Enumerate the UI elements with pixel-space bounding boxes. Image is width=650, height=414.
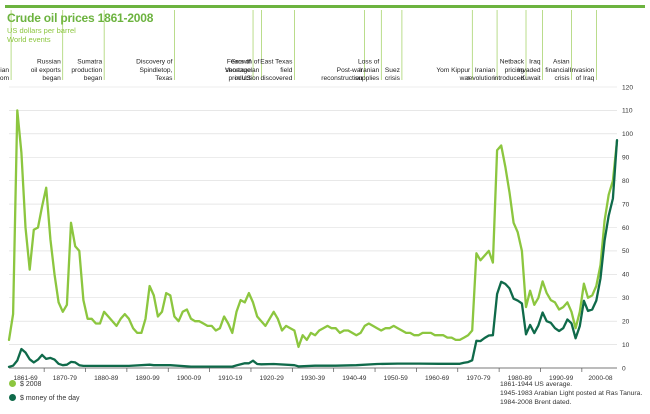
chart-subtitle: US dollars per barrel — [7, 26, 76, 35]
event-label: Loss of — [358, 59, 379, 66]
title-rule — [5, 5, 645, 8]
series-line-2008-dollars — [7, 109, 619, 349]
chart-title: Crude oil prices 1861-2008 — [7, 11, 154, 25]
event-label: supplies — [355, 75, 380, 82]
y-tick-label: 50 — [622, 248, 630, 255]
event-label: Pennsylvanian — [0, 67, 9, 74]
legend-marker-2008 — [9, 380, 16, 387]
x-tick-label: 1960-69 — [425, 375, 450, 382]
x-tick-label: 1890-99 — [135, 375, 160, 382]
y-tick-label: 10 — [622, 342, 630, 349]
y-tick-label: 60 — [622, 225, 630, 232]
source-note-2: 1945-1983 Arabian Light posted at Ras Ta… — [500, 390, 643, 397]
event-label: Iranian — [359, 67, 379, 74]
events-subtitle: World events — [7, 35, 51, 44]
event-label: of Iraq — [576, 75, 595, 82]
event-label: Discovery of — [136, 59, 172, 66]
x-tick-label: 1930-39 — [301, 375, 326, 382]
event-label: Russian — [37, 59, 61, 66]
event-label: oil exports — [31, 67, 62, 74]
event-label: production — [71, 67, 102, 74]
legend-item-nominal: $ money of the day — [9, 394, 80, 402]
event-label: crisis — [554, 75, 570, 82]
event-label: Texas — [155, 75, 173, 82]
event-label: war — [459, 75, 471, 82]
event-label: reconstruction — [321, 75, 363, 82]
event-label: introduced — [493, 75, 524, 82]
y-tick-label: 0 — [622, 365, 626, 372]
y-tick-label: 100 — [622, 131, 633, 138]
x-tick-label: 1861-69 — [13, 375, 38, 382]
event-label: Iraq — [529, 59, 541, 66]
series-line-money-of-the-day — [7, 139, 619, 368]
world-events: Pennsylvanianoil boomRussianoil exportsb… — [0, 10, 597, 82]
y-tick-label: 80 — [622, 178, 630, 185]
event-label: Suez — [385, 67, 400, 74]
event-label: financial — [545, 67, 570, 74]
event-label: Yom Kippur — [436, 67, 471, 74]
event-label: Post-war — [337, 67, 364, 74]
x-tick-label: 1980-89 — [508, 375, 533, 382]
y-tick-label: 110 — [622, 108, 633, 115]
x-tick-label: 2000-08 — [588, 375, 613, 382]
x-tick-label: 1880-89 — [94, 375, 119, 382]
y-tick-label: 90 — [622, 155, 630, 162]
x-tick-label: 1990-99 — [549, 375, 574, 382]
axes: 0 10 20 30 40 50 60 70 80 90 100 110 120 1861-69 1870-… — [9, 84, 633, 382]
legend-marker-nominal — [9, 394, 16, 401]
legend-label-2008: $ 2008 — [20, 381, 42, 388]
x-tick-label: 1970-79 — [466, 375, 491, 382]
x-tick-label: 1900-09 — [177, 375, 202, 382]
event-label: discovered — [260, 75, 292, 82]
event-label: crisis — [385, 75, 401, 82]
grid — [9, 86, 617, 369]
legend-label-nominal: $ money of the day — [20, 395, 80, 402]
event-label: Iranian — [475, 67, 495, 74]
event-label: production — [229, 75, 260, 82]
event-label: Asian — [553, 59, 570, 66]
event-label: field — [280, 67, 292, 74]
event-label: oil boom — [0, 75, 10, 82]
event-label: Sumatra — [77, 59, 102, 66]
x-tick-label: 1940-49 — [342, 375, 367, 382]
event-label: revolution — [466, 75, 495, 82]
event-label: pricing — [505, 67, 525, 74]
event-label: shortage — [225, 67, 251, 74]
y-tick-label: 30 — [622, 295, 630, 302]
event-label: Netback — [500, 59, 525, 66]
y-tick-label: 40 — [622, 272, 630, 279]
y-tick-label: 20 — [622, 318, 630, 325]
source-note-1: 1861-1944 US average. — [500, 381, 573, 388]
x-tick-label: 1870-79 — [53, 375, 78, 382]
x-tick-label: 1950-59 — [384, 375, 409, 382]
event-label: began — [84, 75, 103, 82]
event-label: Spindletop, — [139, 67, 172, 74]
event-label: Growth of — [231, 59, 260, 66]
x-tick-label: 1920-29 — [260, 375, 285, 382]
event-label: Kuwait — [521, 75, 541, 82]
event-label: Fears of — [227, 59, 251, 66]
event-label: in US — [235, 75, 252, 82]
y-tick-label: 70 — [622, 201, 630, 208]
event-label: Venezuelan — [225, 67, 260, 74]
event-label: Invasion — [570, 67, 595, 74]
source-note-3: 1984-2008 Brent dated. — [500, 399, 572, 406]
x-tick-label: 1910-19 — [218, 375, 243, 382]
event-label: East Texas — [260, 59, 293, 66]
event-label: began — [42, 75, 61, 82]
series-lines — [7, 109, 619, 368]
y-tick-label: 120 — [622, 84, 633, 91]
event-label: invaded — [517, 67, 540, 74]
legend-item-2008: $ 2008 — [9, 380, 41, 388]
